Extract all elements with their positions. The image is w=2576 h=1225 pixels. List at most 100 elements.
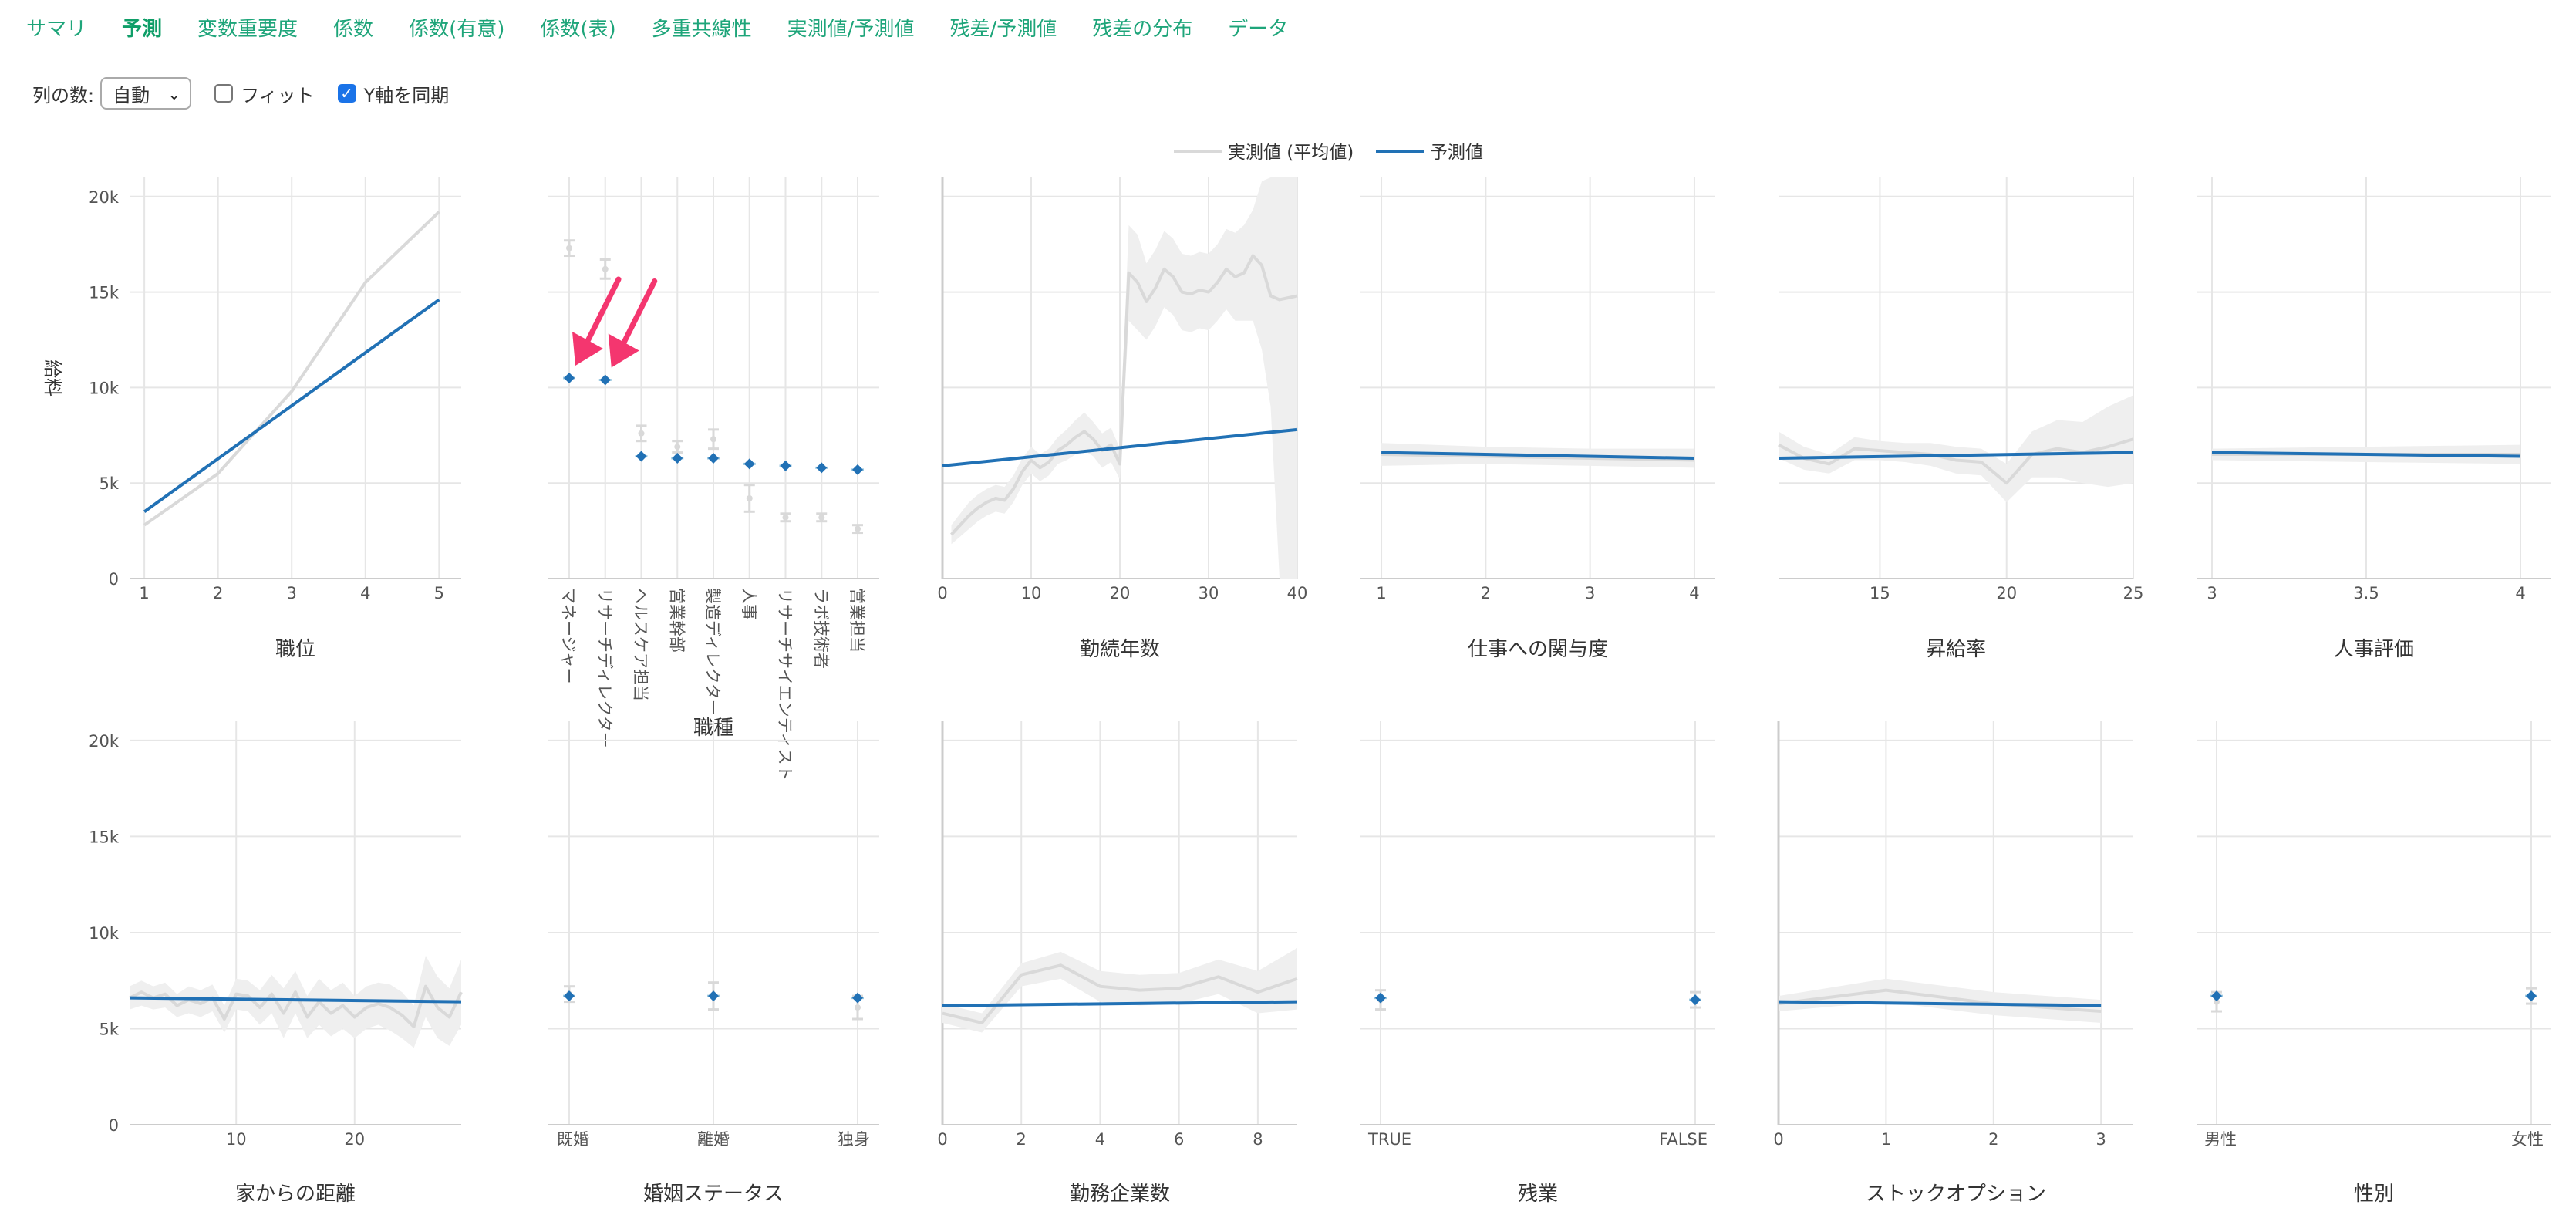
legend-predicted-label[interactable]: 予測値 [1430,143,1483,163]
predicted-point [599,374,611,386]
annotation-arrow-head [572,332,603,366]
panel-3: 1 2 3 4 仕事への関与度 [1360,177,1715,661]
tab-7[interactable]: 実測値/予測値 [787,17,915,41]
x-tick-label: TRUE [1367,1130,1411,1149]
actual-confidence-band [130,955,461,1048]
predicted-point [2211,990,2222,1002]
x-tick-label: 3 [2207,584,2217,602]
predicted-line [2211,451,2521,458]
predicted-line [1778,451,2134,460]
x-tick-label: 2 [213,584,223,602]
x-axis-title: 勤務企業数 [1070,1183,1170,1206]
x-tick-label: 2 [1481,584,1491,602]
chevron-down-icon: ⌄ [167,85,181,103]
predicted-point [636,451,647,462]
actual-point [746,495,753,501]
x-tick-label: 離婚 [697,1130,730,1149]
tab-3[interactable]: 係数 [333,17,374,41]
x-tick-label: 男性 [2204,1130,2237,1149]
x-tick-label: リサーチディレクター [595,588,614,748]
actual-point [566,245,572,251]
predicted-point [816,462,828,474]
x-tick-label: 0 [937,1130,947,1149]
actual-confidence-band [1779,978,2102,1024]
fit-checkbox[interactable] [214,84,234,103]
tab-2[interactable]: 変数重要度 [197,17,298,41]
x-axis-title: 残業 [1518,1183,1558,1206]
tab-1[interactable]: 予測 [122,17,163,41]
actual-line [942,963,1298,1024]
fit-label: フィット [241,84,315,106]
predicted-line [1778,1000,2102,1007]
x-tick-label: 人事 [740,588,758,620]
predicted-point [708,990,719,1002]
x-tick-label: 女性 [2511,1130,2544,1149]
columns-label: 列の数: [32,84,95,106]
x-tick-label: 25 [2123,584,2144,602]
y-tick-label: 0 [109,570,119,589]
tab-9[interactable]: 残差の分布 [1092,17,1193,41]
x-tick-label: 2 [1988,1130,1998,1149]
columns-select[interactable]: 自動 ⌄ [100,77,192,110]
tab-0[interactable]: サマリ [26,17,87,41]
x-tick-label: 製造ディレクター [703,588,722,716]
x-tick-label: 営業幹部 [667,588,686,653]
actual-point [602,265,609,272]
tab-6[interactable]: 多重共線性 [651,17,752,41]
predicted-line [942,1000,1298,1007]
panel-8: 0 2 4 6 8 勤務企業数 [937,721,1298,1206]
controls-bar: 列の数: 自動 ⌄ フィット ✓ Y軸を同期 [32,76,472,111]
x-tick-label: 10 [1021,584,1042,602]
x-tick-label: 4 [2515,584,2525,602]
x-tick-label: 15 [1870,584,1890,602]
columns-select-value: 自動 [113,84,150,106]
x-tick-label: 2 [1017,1130,1027,1149]
predicted-line [1381,451,1694,460]
predicted-line [129,996,462,1004]
legend-actual-label[interactable]: 実測値 (平均値) [1228,143,1354,163]
y-tick-label: 20k [89,732,120,751]
tab-5[interactable]: 係数(表) [540,17,616,41]
sync-y-axis-label: Y軸を同期 [363,84,450,106]
x-tick-label: FALSE [1659,1130,1708,1149]
x-tick-label: 既婚 [557,1130,589,1149]
sync-y-axis-checkbox[interactable]: ✓ [337,84,356,103]
annotation-arrow-shaft [618,278,658,352]
predicted-point [1690,994,1701,1006]
x-axis-title: ストックオプション [1866,1183,2046,1206]
predicted-point [672,453,683,464]
panel-6: 0 5k 10k 15k 20k 10 20 家からの距離 [89,721,463,1206]
y-tick-label: 10k [89,379,120,397]
x-tick-label: 3 [1585,584,1595,602]
annotation-arrow-shaft [582,276,622,350]
y-tick-label: 5k [99,1020,119,1038]
actual-confidence-band [1779,395,2133,502]
panel-9: TRUE FALSE 残業 [1360,721,1715,1206]
x-tick-label: 5 [434,584,444,602]
x-tick-label: マネージャー [559,588,578,684]
tab-4[interactable]: 係数(有意) [409,17,505,41]
actual-point [782,514,789,521]
x-tick-label: 3.5 [2353,584,2379,602]
annotation-arrow-head [608,333,639,368]
tab-bar: サマリ 予測 変数重要度 係数 係数(有意) 係数(表) 多重共線性 実測値/予測値 残差/予測… [0,0,2576,54]
x-axis-title: 職位 [275,638,315,661]
panel-2: 0 10 20 30 40 勤続年数 [937,177,1307,661]
x-tick-label: 1 [1376,584,1386,602]
y-tick-label: 20k [89,188,120,207]
y-tick-label: 15k [89,828,120,846]
x-tick-label: 4 [1689,584,1699,602]
x-tick-label: 営業担当 [848,588,866,653]
tab-8[interactable]: 残差/予測値 [949,17,1057,41]
x-axis-title: 人事評価 [2334,638,2414,661]
x-tick-label: 1 [1881,1130,1891,1149]
x-axis-title: 性別 [2354,1183,2394,1206]
actual-line [129,984,463,1028]
actual-point [674,444,681,451]
x-axis-title: 昇給率 [1926,638,1986,661]
panel-4: 15 20 25 昇給率 [1778,177,2144,661]
actual-point [638,430,645,437]
tab-10[interactable]: データ [1228,17,1289,41]
x-tick-label: 1 [139,584,149,602]
